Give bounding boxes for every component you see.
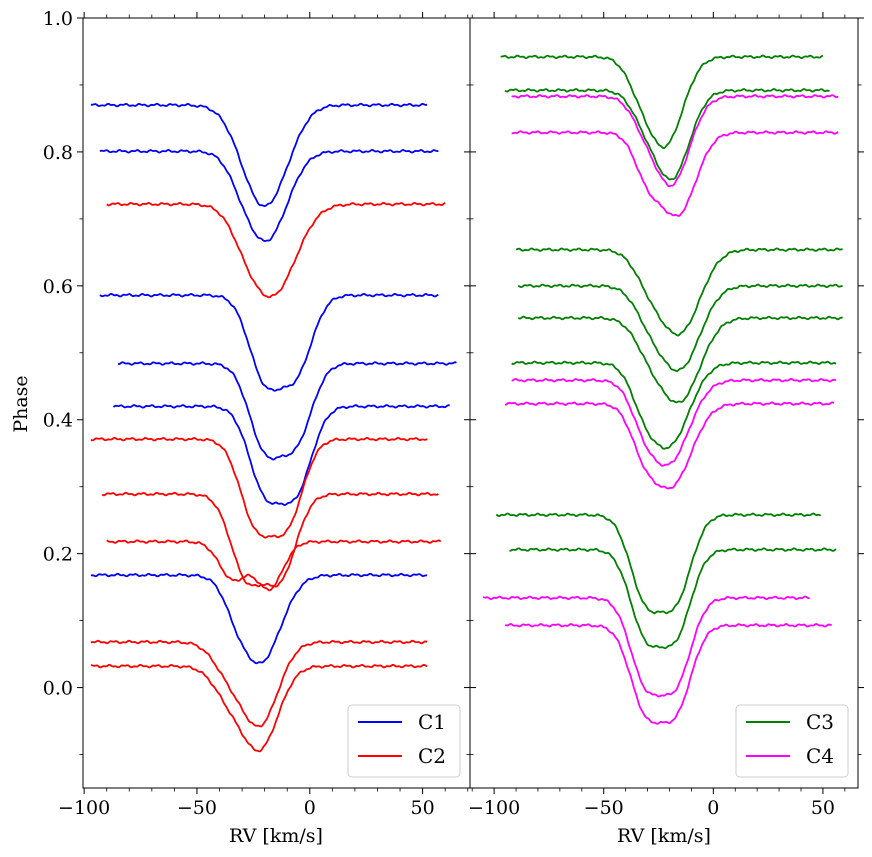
series-line-c2: [90, 436, 428, 539]
series-line-c2: [101, 491, 439, 588]
series-line-c4: [504, 623, 832, 725]
right-series-group: [482, 54, 843, 725]
right-panel: −100 −50 0 50 RV [km/s] C3 C4: [464, 12, 864, 847]
series-line-c3: [495, 512, 822, 615]
series-line-c3: [515, 247, 843, 337]
x-tick-label: −50: [584, 797, 624, 819]
x-tick-label: −100: [468, 797, 520, 819]
y-tick-label: 0.6: [43, 276, 73, 298]
series-line-c2: [106, 201, 446, 299]
series-line-c1: [90, 102, 428, 208]
series-line-c4: [511, 377, 837, 467]
series-line-c1: [99, 148, 439, 243]
series-line-c3: [509, 547, 837, 650]
right-legend: C3 C4: [735, 704, 849, 778]
left-panel-frame: [82, 17, 471, 789]
series-line-c4: [511, 94, 839, 188]
y-tick-label: 1.0: [43, 8, 73, 30]
y-axis-label: Phase: [10, 375, 32, 432]
series-line-c4: [511, 130, 839, 217]
series-line-c4: [504, 401, 835, 490]
series-line-c1: [112, 404, 450, 507]
legend-label-c4: C4: [806, 744, 834, 768]
x-tick-label: 50: [811, 797, 835, 819]
series-line-c3: [511, 360, 837, 450]
right-panel-frame: [469, 17, 859, 789]
y-tick-label: 0.8: [43, 142, 73, 164]
series-line-c3: [517, 283, 843, 372]
left-legend: C1 C2: [347, 704, 461, 778]
series-line-c1: [117, 361, 457, 461]
right-x-axis-label: RV [km/s]: [617, 825, 711, 847]
legend-label-c2: C2: [418, 744, 446, 768]
left-y-axis: 0.0 0.2 0.4 0.6 0.8 1.0: [43, 8, 476, 755]
series-line-c1: [90, 572, 428, 665]
left-series-group: [90, 102, 457, 753]
x-tick-label: −100: [58, 797, 110, 819]
legend-label-c1: C1: [418, 710, 446, 734]
left-x-axis: −100 −50 0 50: [58, 12, 469, 819]
left-x-axis-label: RV [km/s]: [229, 825, 323, 847]
right-x-axis: −100 −50 0 50: [468, 12, 846, 819]
series-line-c3: [504, 88, 830, 181]
y-tick-label: 0.4: [43, 410, 73, 432]
series-line-c4: [482, 595, 810, 698]
series-line-c3: [518, 315, 843, 404]
x-tick-label: −50: [177, 797, 217, 819]
series-line-c2: [90, 639, 428, 728]
left-panel: −100 −50 0 50 0.00.20.40.60.81.0 RV [km/s] …: [10, 8, 476, 847]
series-line-c2: [90, 663, 428, 753]
series-line-c3: [500, 54, 824, 150]
right-y-axis: [464, 17, 864, 755]
x-tick-label: 0: [304, 797, 316, 819]
series-line-c1: [99, 292, 439, 392]
y-tick-label: 0.0: [43, 678, 73, 700]
y-tick-label: 0.2: [43, 544, 73, 566]
x-tick-label: 50: [411, 797, 435, 819]
x-tick-label: 0: [707, 797, 719, 819]
legend-label-c3: C3: [806, 710, 834, 734]
series-line-c2: [106, 539, 442, 592]
